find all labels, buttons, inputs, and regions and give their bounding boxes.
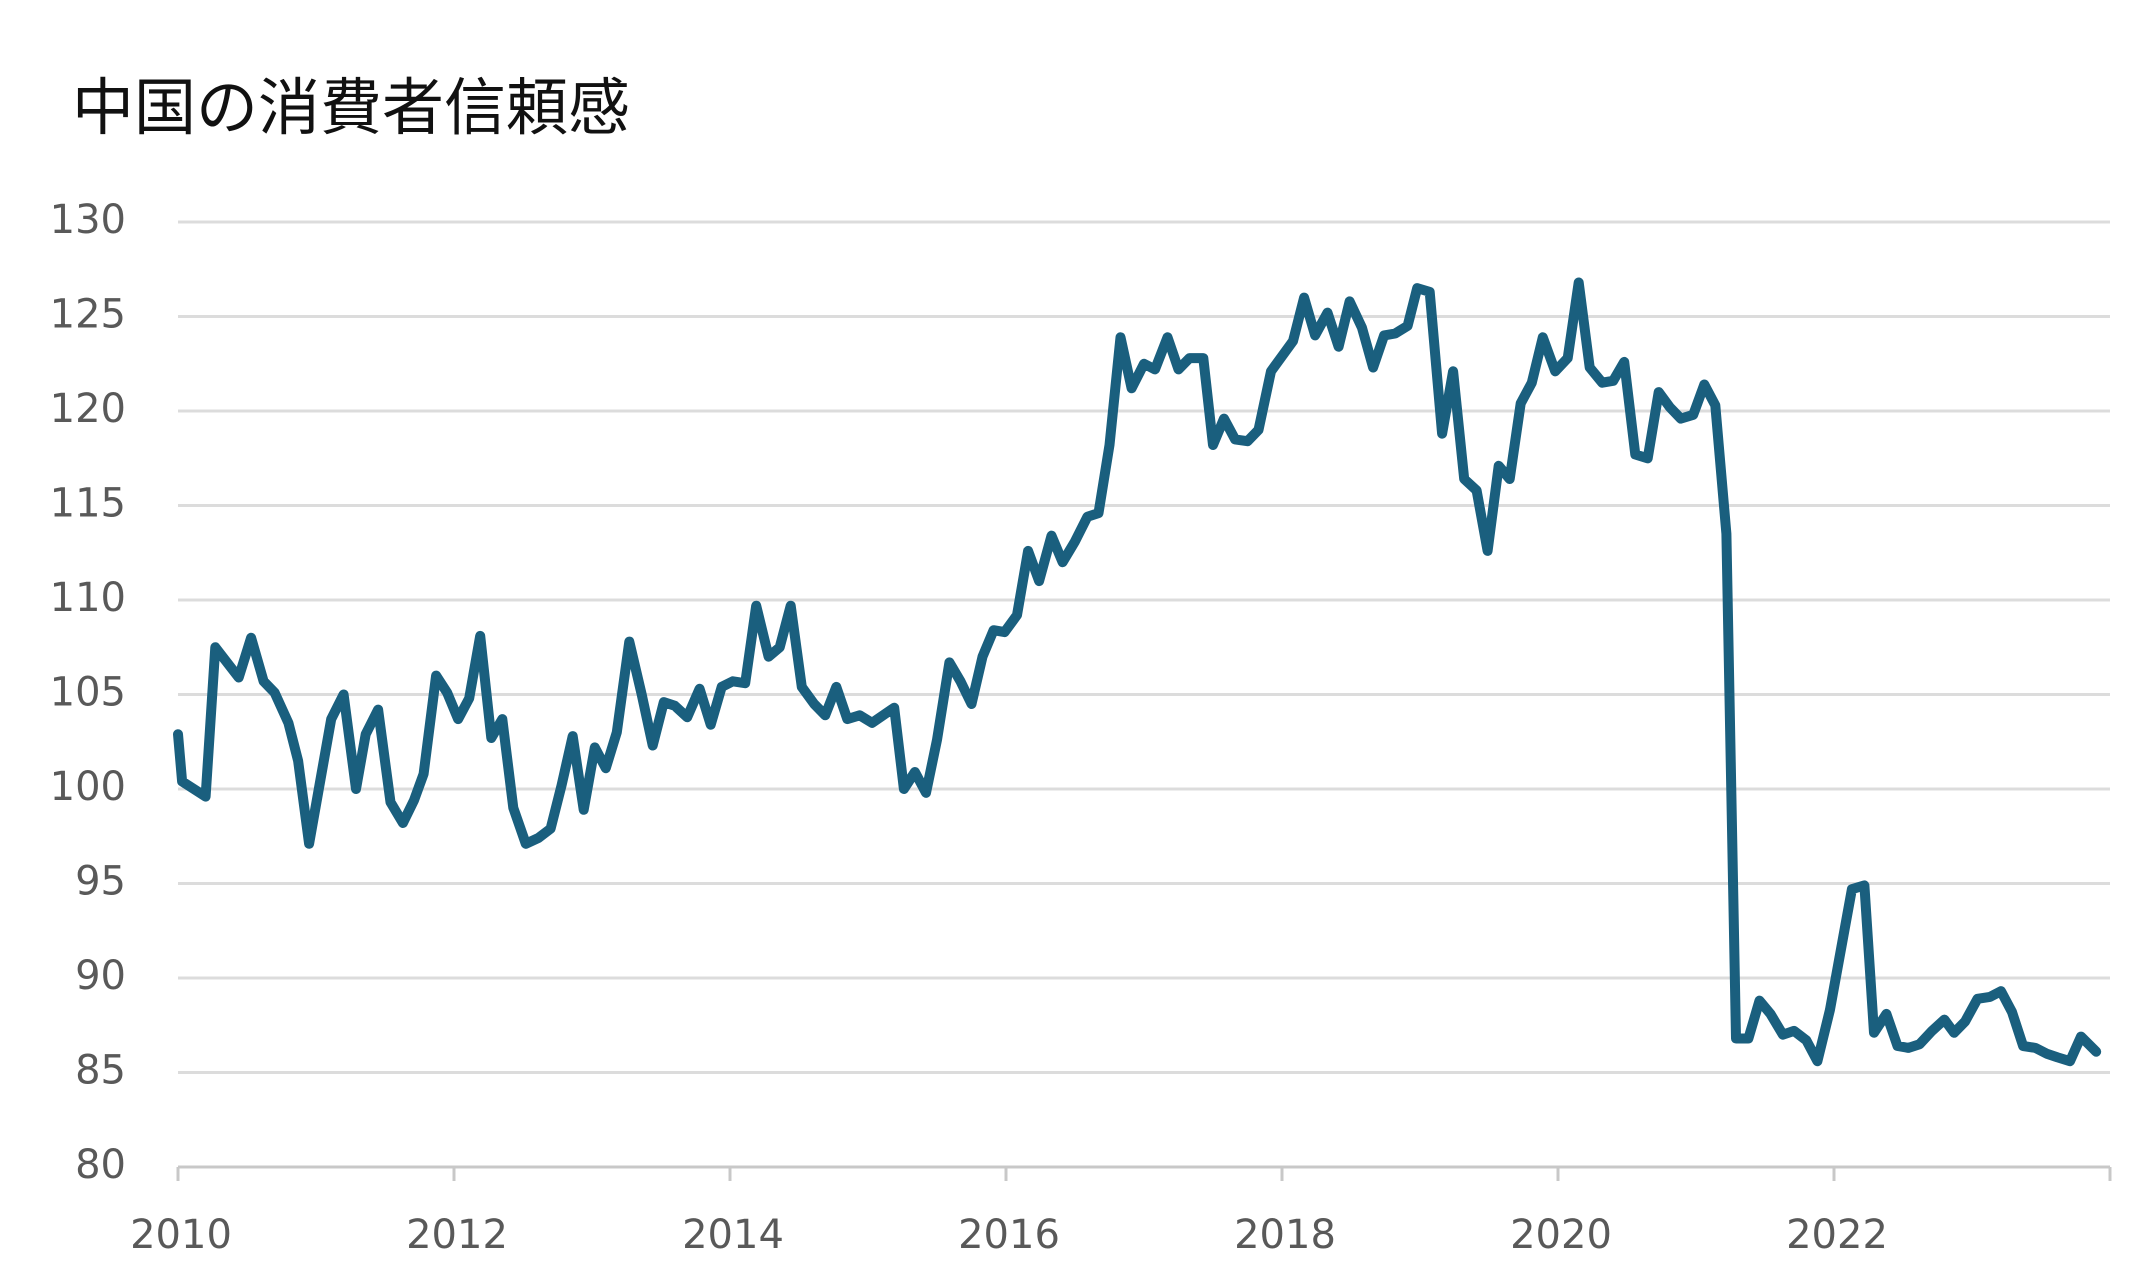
- chart-title: 中国の消費者信頼感: [72, 71, 630, 144]
- y-tick-label: 110: [50, 575, 126, 621]
- y-tick-label: 90: [75, 953, 126, 999]
- y-tick-label: 100: [50, 764, 126, 810]
- x-tick-label: 2010: [130, 1212, 232, 1258]
- y-tick-label: 115: [50, 481, 126, 527]
- x-tick-label: 2020: [1510, 1212, 1612, 1258]
- y-tick-label: 105: [50, 670, 126, 716]
- y-tick-label: 130: [50, 197, 126, 243]
- y-tick-label: 95: [75, 859, 126, 905]
- x-tick-label: 2022: [1786, 1212, 1888, 1258]
- y-tick-label: 85: [75, 1048, 126, 1094]
- x-tick-label: 2018: [1234, 1212, 1336, 1258]
- x-tick-label: 2014: [682, 1212, 784, 1258]
- y-tick-label: 120: [50, 386, 126, 432]
- y-tick-label: 80: [75, 1142, 126, 1188]
- x-tick-label: 2012: [406, 1212, 508, 1258]
- y-tick-label: 125: [50, 292, 126, 338]
- x-tick-label: 2016: [958, 1212, 1060, 1258]
- line-series: [173, 277, 2102, 1067]
